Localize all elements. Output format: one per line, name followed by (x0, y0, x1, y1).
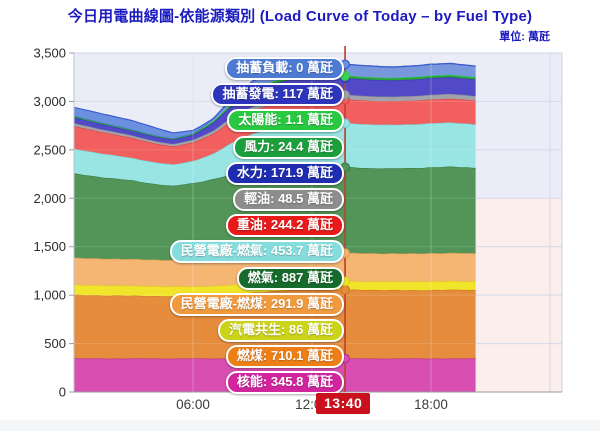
marker-dot-nuclear (340, 353, 350, 364)
area-heavy_oil (74, 98, 476, 165)
marker-dot-ipp_coal (340, 248, 350, 259)
y-axis-tick-label: 2,000 (33, 191, 66, 206)
y-axis-tick-label: 1,000 (33, 288, 66, 303)
bottom-strip (0, 420, 600, 431)
y-axis-tick-label: 0 (59, 385, 66, 400)
marker-dot-light_oil (340, 90, 350, 100)
marker-dot-coal (340, 284, 350, 295)
unit-label: 單位: 萬瓩 (499, 31, 550, 43)
x-axis-tick-label: 06:00 (176, 397, 210, 412)
current-time-badge: 13:40 (316, 393, 371, 414)
marker-dot-gas (340, 162, 350, 173)
y-axis-tick-label: 2,500 (33, 142, 66, 157)
marker-dot-cogen (340, 276, 350, 287)
marker-dot-pumped_load (340, 59, 350, 70)
area-hydro (74, 77, 476, 144)
marker-dot-ipp_gas (340, 118, 350, 129)
marker-dot-solar (340, 70, 350, 81)
area-light_oil (74, 93, 476, 147)
area-nuclear (74, 358, 476, 392)
y-axis-tick-label: 500 (44, 336, 66, 351)
y-axis-tick-label: 3,000 (33, 94, 66, 109)
chart-title: 今日用電曲線圖-依能源類別 (Load Curve of Today – by … (67, 8, 533, 25)
area-gas (74, 166, 476, 261)
area-coal (74, 289, 476, 359)
y-axis-tick-label: 3,500 (33, 46, 66, 61)
y-axis-tick-label: 1,500 (33, 239, 66, 254)
x-axis-tick-label: 18:00 (414, 397, 448, 412)
